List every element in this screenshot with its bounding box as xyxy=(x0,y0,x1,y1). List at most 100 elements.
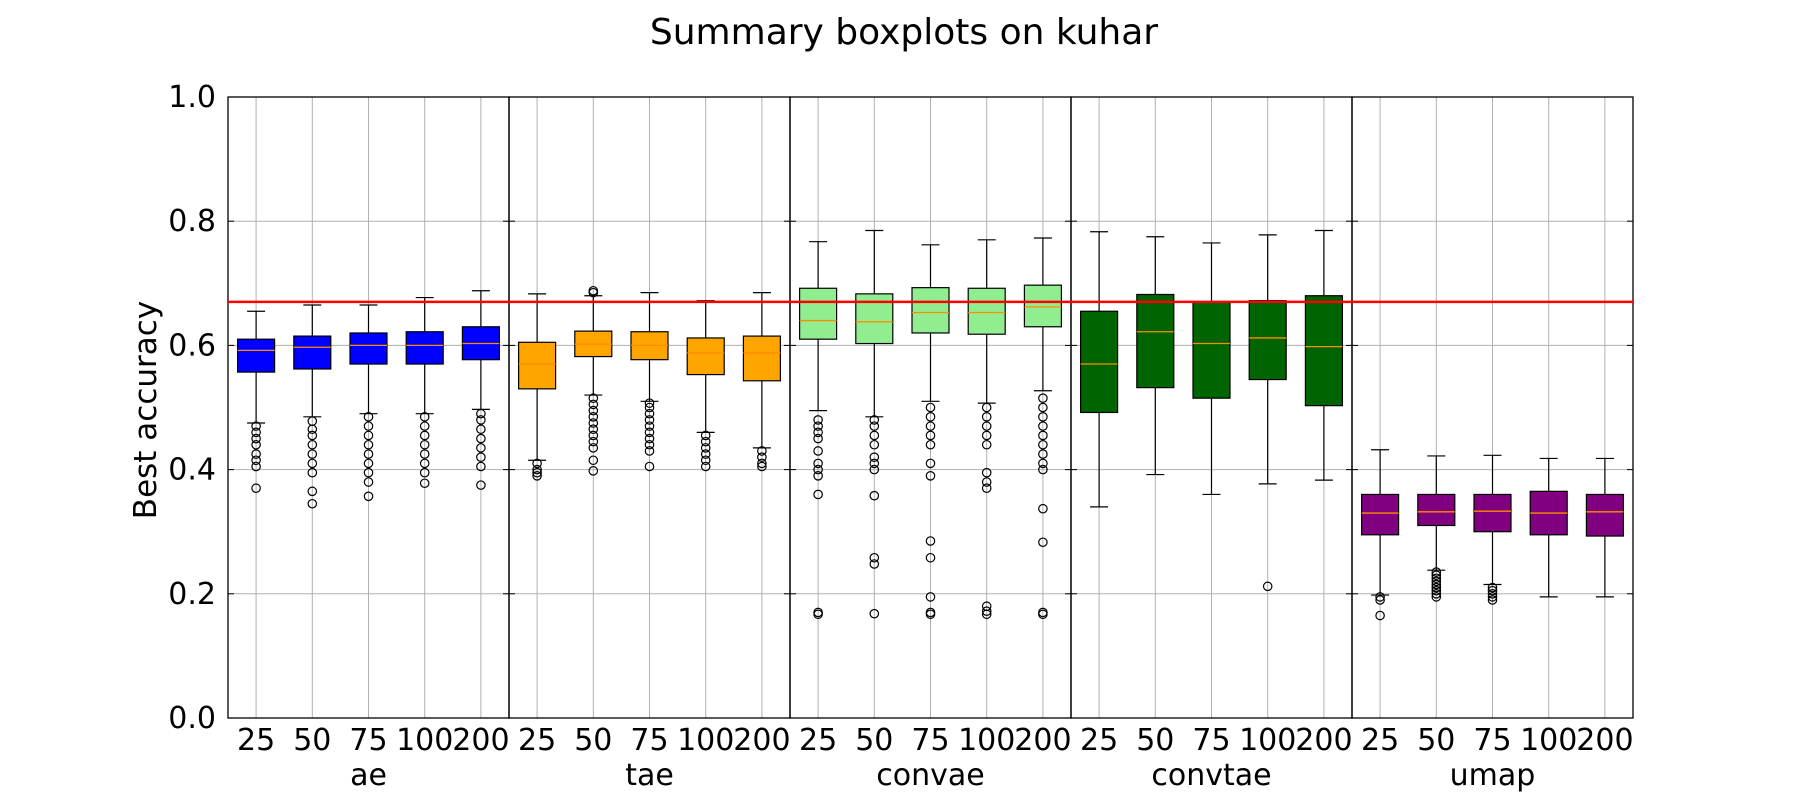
flier-point xyxy=(925,458,936,469)
flier-point xyxy=(363,467,374,478)
flier-point xyxy=(1431,588,1442,599)
flier-point xyxy=(813,607,823,618)
flier-point xyxy=(813,458,823,469)
flier-point xyxy=(869,421,880,431)
flier-point xyxy=(644,402,655,413)
flier-point xyxy=(307,458,318,469)
flier-point xyxy=(1038,607,1048,618)
flier-point xyxy=(700,449,711,459)
flier-point xyxy=(588,393,599,403)
flier-point xyxy=(813,464,823,475)
group-label-umap: umap xyxy=(1450,758,1536,793)
x-tick-label: 25 xyxy=(1361,723,1399,758)
box-convae-200 xyxy=(1023,284,1063,328)
x-tick-label: 25 xyxy=(799,723,837,758)
flier-point xyxy=(532,464,542,475)
flier-point xyxy=(1038,439,1048,450)
flier-point xyxy=(251,455,261,466)
flier-point xyxy=(1038,421,1048,431)
flier-point xyxy=(251,427,261,438)
flier-point xyxy=(757,452,767,462)
flier-point xyxy=(532,458,542,469)
flier-point xyxy=(588,418,599,428)
flier-point xyxy=(476,461,486,472)
flier-point xyxy=(757,446,767,456)
x-tick-label: 100 xyxy=(396,723,453,758)
flier-point xyxy=(588,399,599,410)
flier-point xyxy=(1487,592,1498,602)
flier-point xyxy=(757,458,767,469)
flier-point xyxy=(1038,430,1048,441)
flier-point xyxy=(700,455,711,466)
box-convtae-200 xyxy=(1304,295,1344,407)
box-convae-100 xyxy=(967,287,1006,335)
flier-point xyxy=(363,449,374,459)
flier-point xyxy=(419,421,430,431)
flier-point xyxy=(588,466,599,476)
x-tick-label: 200 xyxy=(733,723,790,758)
x-tick-label: 100 xyxy=(958,723,1015,758)
flier-point xyxy=(925,412,936,422)
x-tick-label: 50 xyxy=(1417,723,1455,758)
box-umap-75 xyxy=(1473,493,1512,533)
box-tae-200 xyxy=(742,335,782,382)
box-tae-25 xyxy=(517,341,557,390)
flier-point xyxy=(981,467,992,478)
box-tae-100 xyxy=(686,337,725,376)
flier-point xyxy=(476,452,486,462)
chart-title: Summary boxplots on kuhar xyxy=(650,12,1158,53)
x-tick-label: 50 xyxy=(1136,723,1174,758)
flier-point xyxy=(813,433,823,444)
flier-point xyxy=(813,427,823,438)
x-tick-label: 75 xyxy=(630,723,668,758)
flier-point xyxy=(925,421,936,431)
flier-point xyxy=(700,443,711,453)
flier-point xyxy=(307,430,318,441)
flier-point xyxy=(307,486,318,497)
flier-point xyxy=(476,408,486,419)
flier-point xyxy=(1375,592,1385,602)
flier-point xyxy=(644,421,655,431)
flier-point xyxy=(532,467,542,478)
flier-point xyxy=(869,490,880,501)
flier-point xyxy=(307,498,318,509)
flier-point xyxy=(813,471,823,481)
flier-point xyxy=(1431,573,1442,584)
flier-point xyxy=(869,559,880,569)
box-convtae-25 xyxy=(1079,310,1119,414)
flier-point xyxy=(363,421,374,431)
flier-point xyxy=(644,461,655,472)
flier-point xyxy=(813,489,823,500)
flier-point xyxy=(757,461,767,472)
flier-point xyxy=(419,439,430,450)
x-tick-label: 200 xyxy=(1576,723,1633,758)
flier-point xyxy=(588,424,599,435)
flier-point xyxy=(1262,581,1273,592)
flier-point xyxy=(251,483,261,494)
flier-point xyxy=(1038,537,1048,548)
x-tick-label: 50 xyxy=(574,723,612,758)
box-umap-25 xyxy=(1360,493,1400,536)
flier-point xyxy=(476,480,486,490)
box-ae-100 xyxy=(405,331,444,365)
flier-point xyxy=(644,439,655,450)
flier-point xyxy=(925,402,936,413)
flier-point xyxy=(644,427,655,438)
flier-point xyxy=(532,471,542,481)
y-tick-label: 0.4 xyxy=(168,453,216,488)
flier-point xyxy=(476,433,486,444)
flier-point xyxy=(419,478,430,489)
flier-point xyxy=(981,606,992,616)
flier-point xyxy=(1038,412,1048,422)
x-tick-label: 50 xyxy=(293,723,331,758)
flier-point xyxy=(1038,458,1048,469)
flier-point xyxy=(419,412,430,422)
flier-point xyxy=(1487,582,1498,593)
y-tick-label: 0.0 xyxy=(168,701,216,736)
flier-point xyxy=(925,607,936,618)
flier-point xyxy=(1431,567,1442,577)
flier-point xyxy=(588,430,599,441)
y-tick-label: 0.2 xyxy=(168,577,216,612)
flier-point xyxy=(981,402,992,413)
